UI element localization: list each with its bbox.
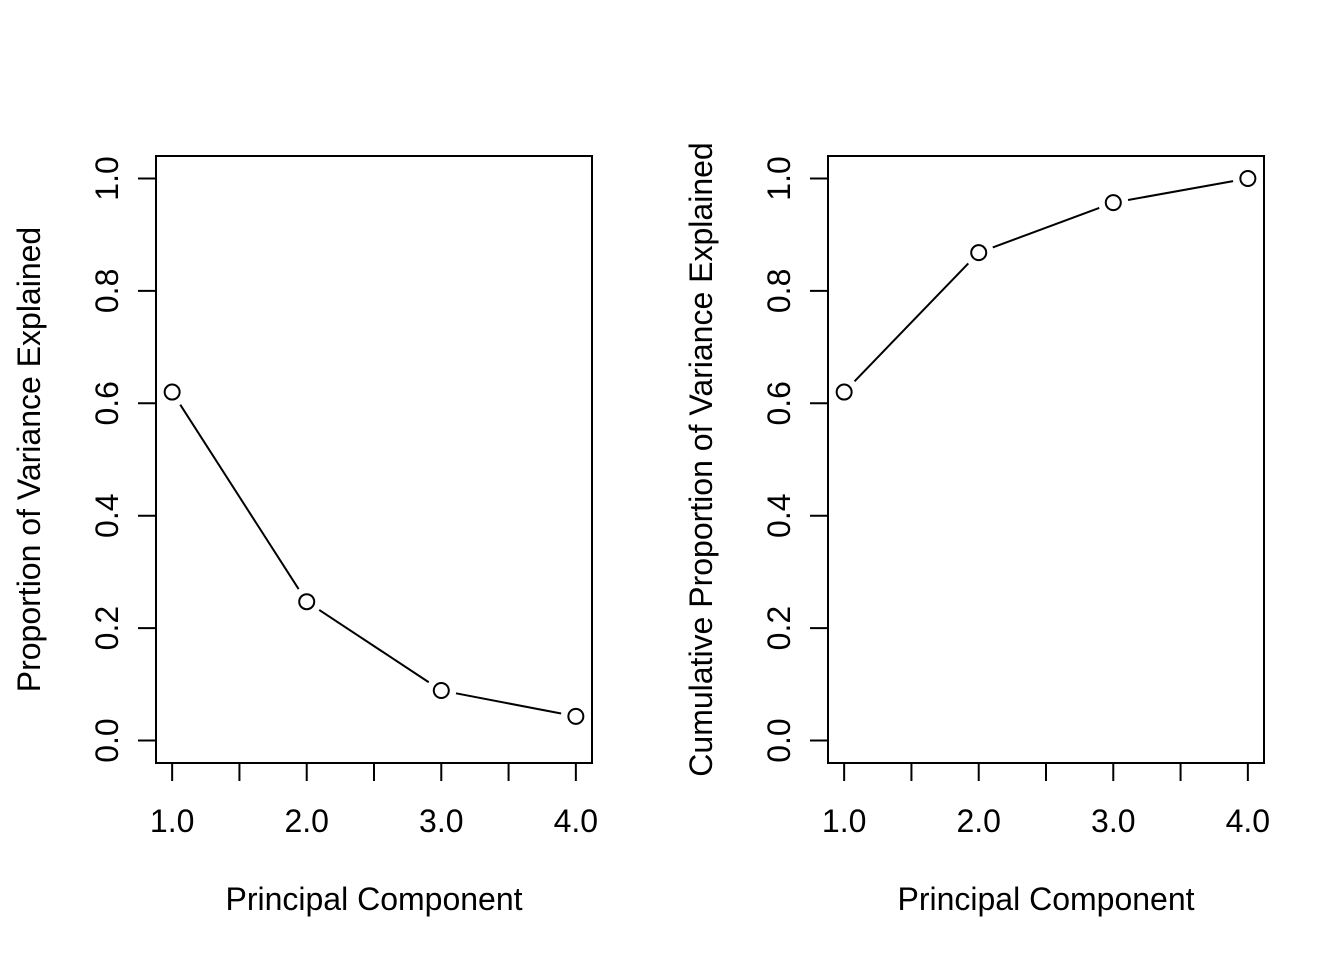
- scree-plot: 1.0 2.0 3.0 4.0 0.0 0.2 0.4 0.6 0.8 1.0 Principal …: [11, 155, 598, 917]
- series-line-segment: [853, 262, 970, 382]
- x-axis-tick-label: 1.0: [822, 803, 866, 839]
- data-point-marker: [298, 593, 316, 611]
- y-axis-tick-label: 0.0: [761, 718, 797, 762]
- x-axis-title: Principal Component: [225, 881, 522, 917]
- series-line-segment: [992, 206, 1100, 249]
- data-point-marker: [1239, 169, 1257, 187]
- y-axis-tick-label: 1.0: [761, 156, 797, 200]
- y-axis-title: Proportion of Variance Explained: [11, 227, 47, 692]
- y-axis-tick-label: 0.2: [761, 606, 797, 650]
- y-axis-tick-label: 0.8: [89, 269, 125, 313]
- x-axis-tick-label: 2.0: [956, 803, 1000, 839]
- y-axis-tick-label: 0.2: [89, 606, 125, 650]
- series-line-segment: [1127, 180, 1234, 201]
- series-line-segment: [455, 692, 562, 715]
- x-axis-tick-label: 4.0: [554, 803, 598, 839]
- data-point-marker: [835, 383, 853, 401]
- y-axis-tick-label: 0.4: [89, 493, 125, 537]
- x-axis-tick-label: 3.0: [1091, 803, 1135, 839]
- data-point-marker: [432, 681, 450, 699]
- x-axis-tick-label: 2.0: [284, 803, 328, 839]
- data-point-marker: [1104, 194, 1122, 212]
- x-axis-tick-label: 1.0: [150, 803, 194, 839]
- y-axis-tick-label: 1.0: [89, 156, 125, 200]
- series-line-segment: [318, 609, 430, 684]
- y-axis-tick-label: 0.8: [761, 269, 797, 313]
- y-axis-tick-label: 0.6: [761, 381, 797, 425]
- x-axis-tick-label: 3.0: [419, 803, 463, 839]
- y-axis-title: Cumulative Proportion of Variance Explai…: [683, 142, 719, 776]
- data-point-marker: [163, 383, 181, 401]
- y-axis-tick-label: 0.0: [89, 718, 125, 762]
- data-point-marker: [567, 707, 585, 725]
- data-point-marker: [970, 244, 988, 262]
- series-line-segment: [179, 404, 300, 590]
- y-axis-tick-label: 0.4: [761, 493, 797, 537]
- y-axis-tick-label: 0.6: [89, 381, 125, 425]
- x-axis-title: Principal Component: [897, 881, 1194, 917]
- x-axis-tick-label: 4.0: [1226, 803, 1270, 839]
- plot-box: [155, 155, 593, 764]
- cumulative-variance-plot: 1.0 2.0 3.0 4.0 0.0 0.2 0.4 0.6 0.8 1.0 Principal …: [683, 142, 1270, 917]
- plot-box: [827, 155, 1265, 764]
